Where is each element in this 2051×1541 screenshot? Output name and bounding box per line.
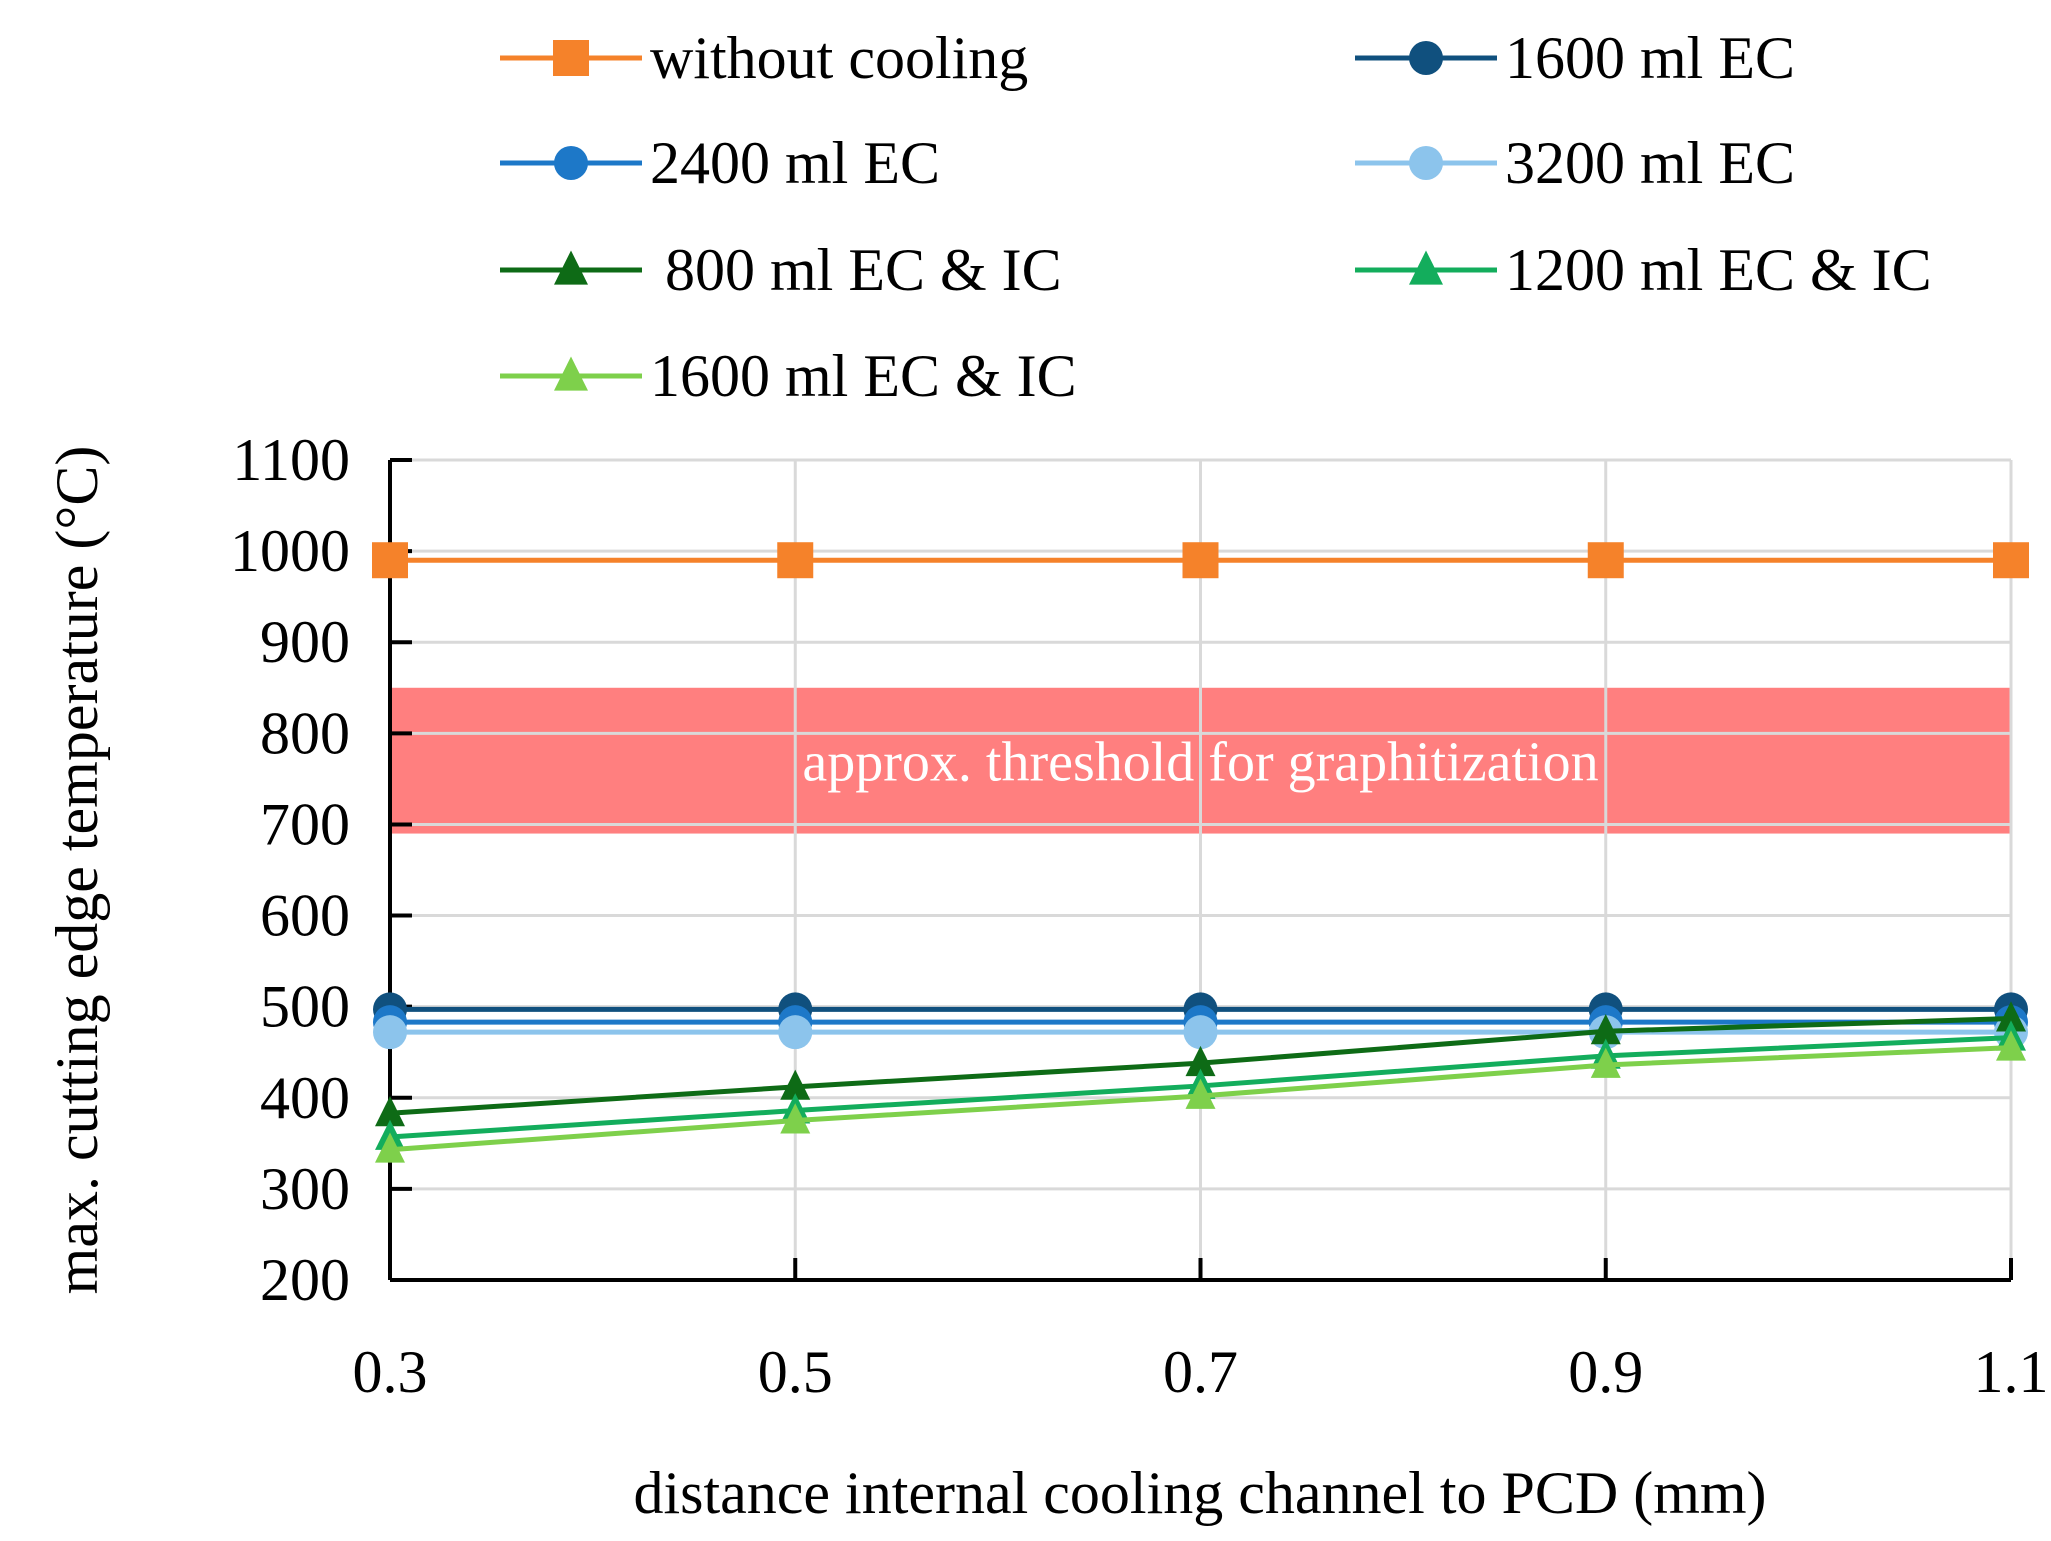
- data-point: [777, 542, 814, 579]
- data-point: [1185, 1045, 1216, 1077]
- y-axis-title: max. cutting edge temperature (°C): [44, 446, 110, 1295]
- y-tick-label: 700: [260, 791, 350, 857]
- y-tick-label: 300: [260, 1156, 350, 1222]
- legend-marker: [554, 356, 588, 391]
- series-without-cooling: [372, 542, 2029, 579]
- data-point: [780, 1069, 811, 1100]
- data-point: [1183, 1015, 1218, 1050]
- y-tick-label: 400: [260, 1065, 350, 1131]
- series-layer: [372, 542, 2029, 1163]
- legend-marker: [553, 40, 589, 76]
- legend-label: 1600 ml EC & IC: [650, 343, 1077, 409]
- data-point: [1993, 542, 2029, 579]
- legend-item: 800 ml EC & IC: [500, 237, 1062, 303]
- legend-marker: [1409, 41, 1443, 75]
- legend-item: without cooling: [500, 25, 1028, 91]
- legend-label: 800 ml EC & IC: [650, 237, 1062, 303]
- y-tick-label: 200: [260, 1247, 350, 1313]
- data-point: [1587, 542, 1624, 579]
- y-tick-label: 800: [260, 700, 350, 766]
- legend: without cooling 1600 ml EC 2400 ml EC 3200 …: [500, 25, 1932, 409]
- series-1600-ml-ec-ic: [375, 1030, 2026, 1163]
- legend-item: 1600 ml EC: [1355, 25, 1795, 91]
- data-point: [375, 1132, 405, 1163]
- legend-label: without cooling: [650, 25, 1028, 91]
- x-tick-label: 0.3: [353, 1339, 428, 1405]
- legend-label: 2400 ml EC: [650, 130, 940, 196]
- legend-item: 1200 ml EC & IC: [1355, 237, 1932, 303]
- data-point: [1590, 1014, 1621, 1045]
- data-point: [780, 1103, 811, 1134]
- legend-item: 2400 ml EC: [500, 130, 940, 196]
- legend-item: 1600 ml EC & IC: [500, 343, 1077, 409]
- data-point: [375, 1096, 405, 1127]
- data-point: [373, 1015, 407, 1050]
- gridlines: [390, 458, 2013, 1280]
- legend-marker: [554, 250, 588, 285]
- data-point: [1185, 1078, 1216, 1109]
- y-tick-label: 1100: [232, 427, 350, 493]
- axes: 200 300 400 500 600 700 800 900 1000 1100 0.3 0.5 0.…: [230, 427, 2049, 1405]
- legend-label: 1600 ml EC: [1505, 25, 1795, 91]
- legend-label: 3200 ml EC: [1505, 130, 1795, 196]
- data-point: [1996, 1001, 2026, 1032]
- x-tick-label: 1.1: [1974, 1339, 2049, 1405]
- legend-label: 1200 ml EC & IC: [1505, 237, 1932, 303]
- x-tick-label: 0.9: [1568, 1339, 1643, 1405]
- legend-item: 3200 ml EC: [1355, 130, 1795, 196]
- legend-marker: [1409, 250, 1443, 285]
- data-point: [1590, 1047, 1621, 1078]
- x-tick-label: 0.5: [758, 1339, 833, 1405]
- data-point: [1182, 542, 1219, 579]
- y-tick-label: 1000: [230, 518, 350, 584]
- y-tick-label: 500: [260, 974, 350, 1040]
- x-axis-title: distance internal cooling channel to PCD…: [633, 1460, 1766, 1526]
- data-point: [778, 1015, 813, 1050]
- y-tick-label: 600: [260, 883, 350, 949]
- x-tick-label: 0.7: [1163, 1339, 1238, 1405]
- series-800-ml-ec-ic: [375, 1001, 2026, 1127]
- y-tick-label: 900: [260, 609, 350, 675]
- data-point: [1996, 1030, 2026, 1061]
- legend-marker: [1409, 146, 1443, 180]
- data-point: [372, 542, 408, 579]
- legend-marker: [554, 146, 588, 180]
